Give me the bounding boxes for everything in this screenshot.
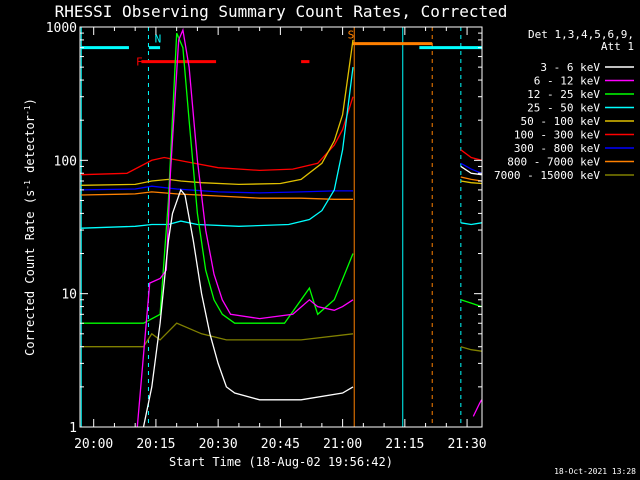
y-tick-label: 1000 (46, 21, 77, 36)
legend-label: 7000 - 15000 keV (494, 169, 600, 182)
series-line (81, 32, 354, 324)
vertical-markers (80, 27, 462, 427)
generation-timestamp: 18-Oct-2021 13:28 (554, 467, 636, 476)
series-line (81, 96, 354, 176)
series-line-post-gap (460, 162, 482, 174)
x-axis-label: Start Time (18-Aug-02 19:56:42) (169, 455, 393, 469)
legend-label: 100 - 300 keV (514, 129, 600, 142)
series-line-post-gap (460, 222, 482, 226)
y-tick-label: 10 (61, 288, 77, 303)
flag-bars: NF S (81, 28, 482, 69)
plot-frame (79, 26, 483, 428)
legend-label: 800 - 7000 keV (507, 156, 600, 169)
x-axis: 20:00 20:15 20:30 20:45 21:00 21:15 21:30 (74, 27, 487, 452)
legend-header: Det 1,3,4,5,6,9, (528, 28, 634, 41)
series-line (81, 39, 354, 186)
x-tick-label: 20:45 (261, 437, 300, 452)
legend-label: 6 - 12 keV (534, 75, 601, 88)
x-tick-label: 20:15 (136, 437, 175, 452)
series-line (81, 185, 353, 194)
flag-label: F (136, 56, 143, 69)
series-line-post-gap (460, 346, 482, 352)
series-line (142, 188, 354, 428)
series-line-post-gap (460, 180, 482, 185)
series-line (81, 322, 354, 348)
legend-label: 300 - 800 keV (514, 142, 600, 155)
y-tick-label: 1 (69, 421, 77, 436)
legend-label: 12 - 25 keV (527, 88, 600, 101)
x-tick-label: 21:30 (447, 437, 486, 452)
legend-label: 50 - 100 keV (521, 115, 601, 128)
chart-title: RHESSI Observing Summary Count Rates, Co… (55, 2, 508, 21)
y-axis-label: Corrected Count Rate (s-1 detector-1) (23, 98, 38, 356)
x-tick-label: 20:00 (74, 437, 113, 452)
y-axis: 1 10 100 1000 (46, 21, 482, 436)
x-tick-label: 20:30 (199, 437, 238, 452)
legend-label: 25 - 50 keV (527, 102, 600, 115)
legend-header: Att 1 (601, 40, 634, 53)
x-tick-label: 21:15 (385, 437, 424, 452)
y-tick-label: 100 (54, 154, 77, 169)
series-lines (81, 27, 483, 428)
series-line (81, 67, 354, 229)
series-line-post-gap (472, 399, 483, 417)
series-line-post-gap (460, 299, 482, 308)
series-line-post-gap (460, 165, 482, 176)
x-tick-label: 21:00 (323, 437, 362, 452)
flag-label: N (155, 32, 162, 45)
series-line (81, 191, 353, 200)
series-line-post-gap (460, 149, 482, 161)
series-line-post-gap (460, 176, 482, 182)
flag-label: S (348, 28, 355, 41)
legend-label: 3 - 6 keV (540, 61, 600, 74)
